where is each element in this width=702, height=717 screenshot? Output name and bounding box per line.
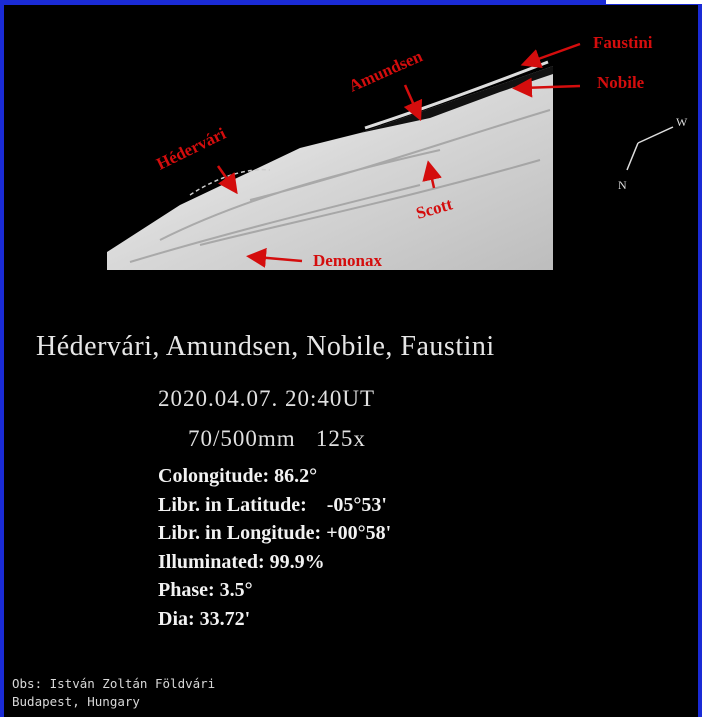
parameter: Libr. in Latitude: -05°53' xyxy=(158,494,387,517)
observer: Obs: István Zoltán Földvári xyxy=(12,676,215,691)
location: Budapest, Hungary xyxy=(12,694,140,709)
equipment: 70/500mm 125x xyxy=(188,426,366,452)
compass xyxy=(627,127,673,170)
label: Demonax xyxy=(313,251,382,270)
label: Hédervári xyxy=(153,124,229,174)
compass-label: W xyxy=(676,115,688,129)
parameter: Libr. in Longitude: +00°58' xyxy=(158,522,391,545)
parameter: Dia: 33.72' xyxy=(158,608,250,631)
label: Nobile xyxy=(597,73,645,92)
page: {"image_labels":{"hedervari":"Hédervári"… xyxy=(0,0,702,717)
moon-image: Hédervári Amundsen Faustini Nobile Scott… xyxy=(0,0,702,330)
label: Faustini xyxy=(593,33,653,52)
parameter: Colongitude: 86.2° xyxy=(158,465,317,488)
parameter: Illuminated: 99.9% xyxy=(158,551,325,574)
compass-label: N xyxy=(618,178,627,192)
date: 2020.04.07. 20:40UT xyxy=(158,386,375,412)
title: Hédervári, Amundsen, Nobile, Faustini xyxy=(36,331,495,363)
parameter: Phase: 3.5° xyxy=(158,579,253,602)
label: Amundsen xyxy=(346,46,426,95)
